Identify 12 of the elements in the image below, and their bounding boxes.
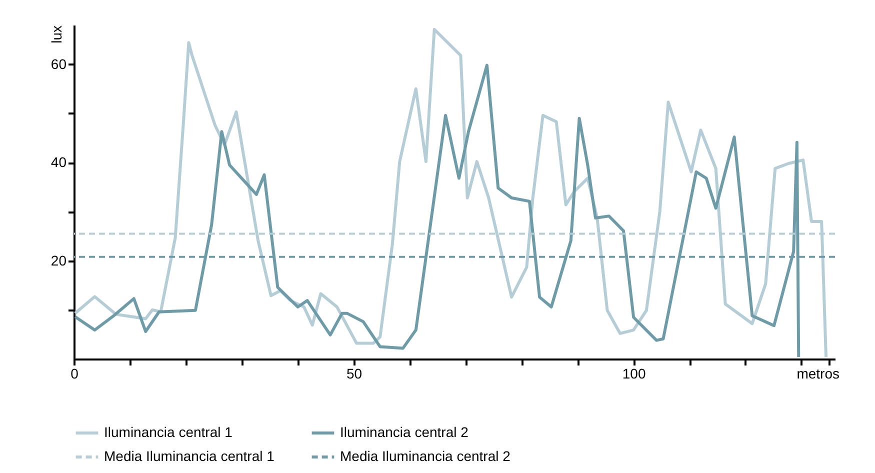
y-tick-label: 60 (50, 56, 67, 72)
legend-label: Iluminancia central 2 (340, 424, 469, 440)
legend-label: Iluminancia central 1 (104, 424, 233, 440)
x-axis-title: metros (796, 366, 840, 382)
x-tick-label: 0 (70, 366, 79, 382)
y-tick-label: 40 (50, 154, 67, 170)
y-axis-title: lux (48, 26, 64, 44)
x-tick-label: 50 (346, 366, 362, 382)
legend-label: Media Iluminancia central 1 (104, 448, 275, 464)
x-tick-label: 100 (622, 366, 646, 382)
legend-label: Media Iluminancia central 2 (340, 448, 511, 464)
y-tick-label: 20 (50, 252, 67, 268)
